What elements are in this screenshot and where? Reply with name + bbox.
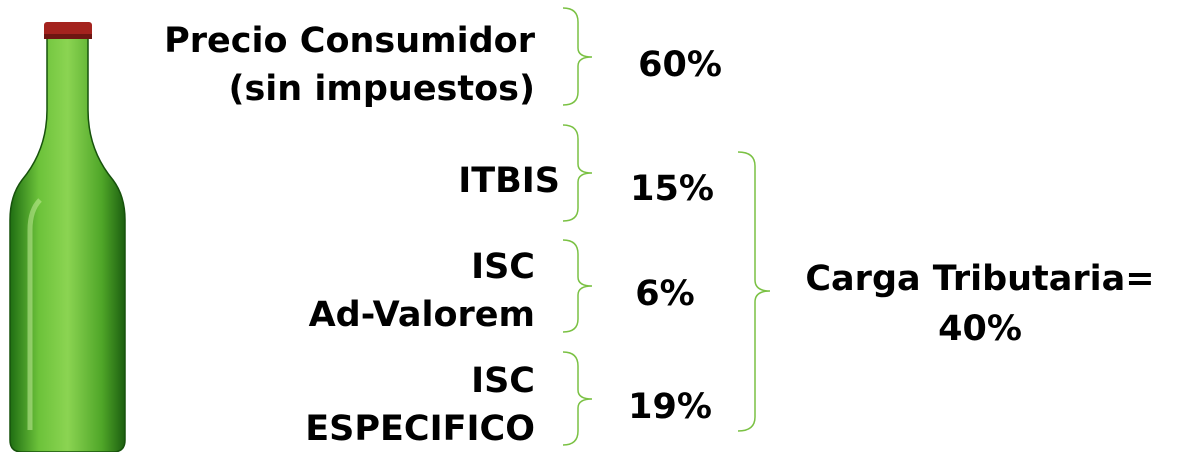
percent: 6% [635,274,694,314]
percent: 19% [628,387,712,427]
total-percent: 40% [938,309,1022,349]
label: Precio Consumidor [164,21,536,61]
label: Ad-Valorem [309,295,535,335]
brace [563,240,592,332]
label: ITBIS [458,161,560,201]
total-brace [738,152,770,431]
bottle [10,22,125,452]
label: (sin impuestos) [228,69,535,109]
brace [563,125,592,221]
brace [563,8,592,105]
percent: 60% [638,45,722,85]
total-label: Carga Tributaria= [805,259,1154,299]
label: ESPECIFICO [305,409,535,449]
label: ISC [471,361,535,401]
brace [563,352,592,445]
percent: 15% [630,169,714,209]
label: ISC [471,247,535,287]
infographic: Precio Consumidor (sin impuestos) 60% IT… [0,0,1194,452]
